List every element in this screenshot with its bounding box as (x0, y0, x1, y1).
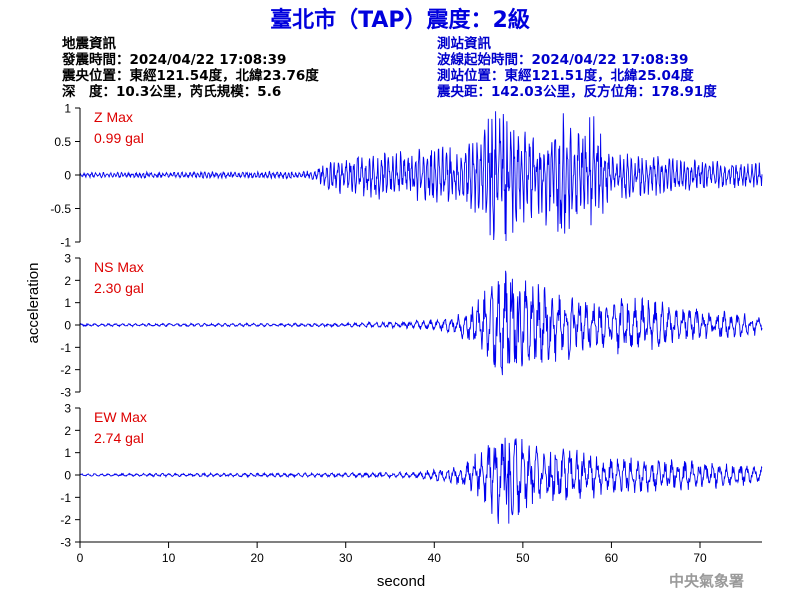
y-tick-label: -1 (60, 491, 71, 505)
y-tick-label: 3 (64, 252, 71, 266)
y-tick-label: 2 (64, 424, 71, 438)
y-tick-label: -2 (60, 513, 71, 527)
y-tick-label: 1 (64, 296, 71, 310)
waveform-ns (80, 270, 763, 376)
x-tick-label: 70 (693, 551, 707, 565)
quake-origin-time: 發震時間：2024/04/22 17:08:39 (61, 51, 286, 68)
station-info-block: 測站資訊 波線起始時間：2024/04/22 17:08:39 測站位置：東經1… (436, 35, 717, 100)
max-label-ew: EW Max (94, 409, 147, 425)
agency-watermark: 中央氣象署 (669, 572, 744, 590)
max-value-ns: 2.30 gal (94, 280, 144, 296)
station-location: 測站位置：東經121.51度，北緯25.04度 (437, 67, 694, 84)
y-tick-label: -2 (60, 363, 71, 377)
quake-epicenter: 震央位置：東經121.54度，北緯23.76度 (61, 67, 319, 84)
y-tick-label: 1 (64, 446, 71, 460)
max-value-ew: 2.74 gal (94, 430, 144, 446)
x-axis: 0 10 20 30 40 50 60 70 (77, 541, 762, 565)
y-tick-label: -3 (60, 386, 71, 400)
y-tick-label: -0.5 (50, 202, 71, 216)
x-tick-label: 40 (428, 551, 442, 565)
max-value-z: 0.99 gal (94, 130, 144, 146)
waveform-z (79, 111, 763, 242)
y-tick-label: 3 (64, 402, 71, 416)
y-tick-label: 0.5 (54, 135, 71, 149)
x-tick-label: 20 (250, 551, 264, 565)
y-tick-label: 2 (64, 274, 71, 288)
panel-z: -1 -0.5 0 0.5 1 Z Max 0.99 gal (50, 102, 763, 250)
plot-area: -1 -0.5 0 0.5 1 Z Max 0.99 gal -3 -2 -1 0 1 2 3 NS Max… (50, 102, 763, 565)
y-tick-label: -3 (60, 536, 71, 550)
quake-info-block: 地震資訊 發震時間：2024/04/22 17:08:39 震央位置：東經121… (61, 35, 319, 100)
y-axis-label: acceleration (25, 263, 42, 344)
x-tick-label: 0 (77, 551, 84, 565)
y-tick-label: 0 (64, 319, 71, 333)
station-start-time: 波線起始時間：2024/04/22 17:08:39 (437, 51, 688, 68)
panel-ew: -3 -2 -1 0 1 2 3 EW Max 2.74 gal (60, 402, 763, 550)
x-axis-label: second (377, 573, 425, 590)
max-label-z: Z Max (94, 109, 133, 125)
quake-info-heading: 地震資訊 (62, 35, 116, 52)
x-tick-label: 30 (339, 551, 353, 565)
y-tick-label: -1 (60, 341, 71, 355)
panel-ns: -3 -2 -1 0 1 2 3 NS Max 2.30 gal (60, 252, 763, 400)
y-tick-label: -1 (60, 236, 71, 250)
y-tick-label: 1 (64, 102, 71, 116)
y-tick-label: 0 (64, 469, 71, 483)
y-tick-label: 0 (64, 169, 71, 183)
max-label-ns: NS Max (94, 259, 144, 275)
station-distance: 震央距：142.03公里，反方位角：178.91度 (436, 83, 717, 100)
station-info-heading: 測站資訊 (437, 35, 491, 52)
waveform-ew (79, 437, 763, 524)
x-tick-label: 10 (162, 551, 176, 565)
chart-title: 臺北市（TAP）震度：2級 (270, 7, 530, 33)
quake-depth-magnitude: 深 度：10.3公里，芮氏規模：5.6 (62, 83, 281, 100)
x-tick-label: 60 (605, 551, 619, 565)
x-tick-label: 50 (516, 551, 530, 565)
